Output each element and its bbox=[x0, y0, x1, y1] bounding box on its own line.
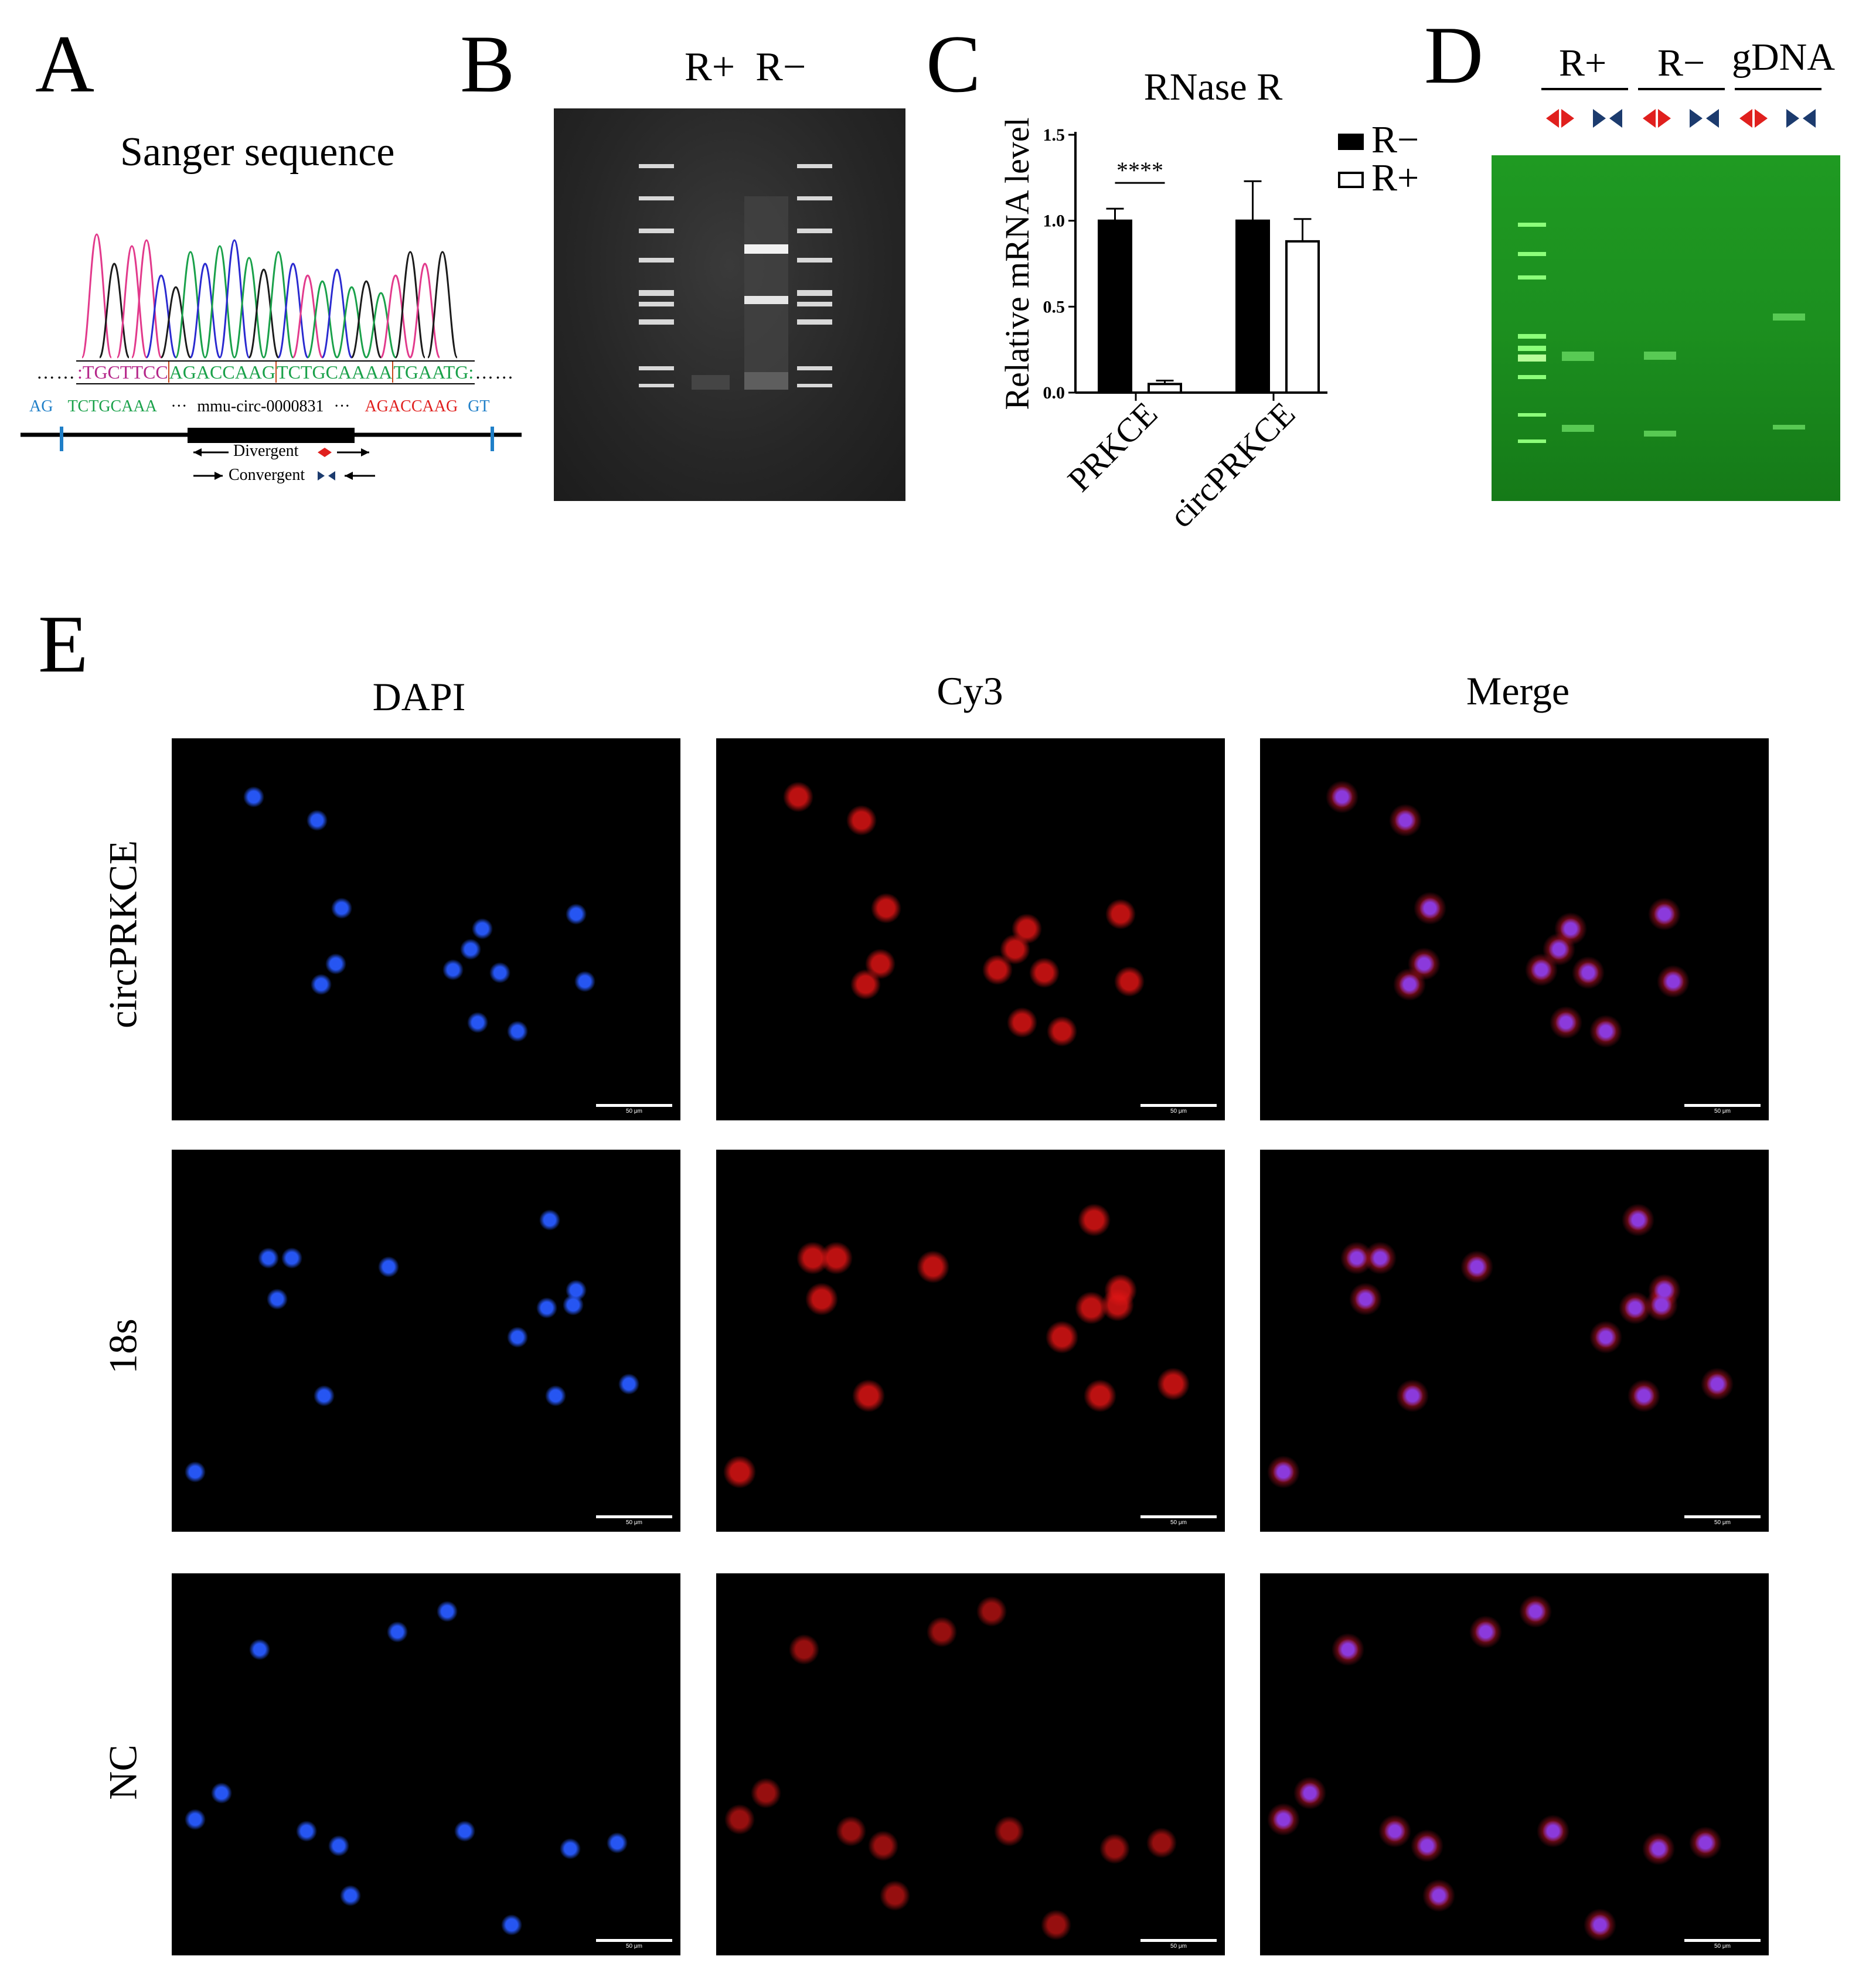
gel-d-group-gdna: gDNA bbox=[1732, 36, 1835, 79]
scale-bar: 50 μm bbox=[1684, 1939, 1761, 1950]
scale-bar-line bbox=[1140, 1939, 1217, 1942]
left-exon-seq: TCTGCAAA bbox=[67, 397, 156, 415]
scale-bar-label: 50 μm bbox=[626, 1943, 642, 1950]
scale-bar: 50 μm bbox=[1684, 1104, 1761, 1115]
bar bbox=[1098, 219, 1132, 394]
row-label-circprkce: circPRKCE bbox=[100, 840, 145, 1029]
gel-b-lane-labels: R+ R− bbox=[685, 45, 806, 90]
micrograph-dapi-row1: 50 μm bbox=[172, 738, 680, 1120]
bar bbox=[1235, 219, 1270, 394]
legend-label: R+ bbox=[1371, 156, 1419, 199]
convergent-primer-icon bbox=[1690, 109, 1719, 128]
scale-bar-label: 50 μm bbox=[1714, 1519, 1731, 1526]
seq-prefix: : bbox=[77, 362, 83, 383]
panel-d-letter: D bbox=[1424, 10, 1484, 101]
scale-bar-line bbox=[596, 1104, 672, 1107]
column-title-cy3: Cy3 bbox=[937, 669, 1003, 713]
divergent-primer-icon bbox=[1739, 109, 1768, 128]
exon-diagram bbox=[21, 427, 522, 480]
panel-b-letter: B bbox=[460, 19, 515, 110]
row-label-18s: 18s bbox=[100, 1318, 145, 1374]
micrograph-merge-row1: 50 μm bbox=[1260, 738, 1769, 1120]
legend-swatch bbox=[1338, 134, 1364, 150]
convergent-primer-icon bbox=[1786, 109, 1816, 128]
chart-title: RNase R bbox=[1144, 66, 1282, 108]
bar bbox=[1285, 240, 1320, 394]
scale-bar-label: 50 μm bbox=[626, 1108, 642, 1115]
rnase-r-bar-chart: RNase R Relative mRNA level 0.0 0.5 1.0 1.5 PR… bbox=[998, 66, 1419, 535]
seq-suffix: : bbox=[468, 362, 474, 383]
micrograph-merge-row3: 50 μm bbox=[1260, 1573, 1769, 1955]
scale-bar-label: 50 μm bbox=[1170, 1519, 1187, 1526]
sanger-title: Sanger sequence bbox=[120, 129, 395, 175]
sanger-chromatogram bbox=[81, 233, 458, 359]
scale-bar-line bbox=[1684, 1104, 1761, 1107]
scale-bar: 50 μm bbox=[596, 1515, 672, 1526]
bar bbox=[1148, 383, 1182, 394]
significance-stars: **** bbox=[1116, 157, 1163, 183]
divergent-primer-icon bbox=[1546, 109, 1574, 128]
row-label-nc: NC bbox=[100, 1744, 145, 1800]
column-title-merge: Merge bbox=[1466, 669, 1570, 713]
y-tick-label: 0.0 bbox=[1043, 383, 1065, 403]
scale-bar-label: 50 μm bbox=[1170, 1943, 1187, 1950]
right-junction: GT bbox=[468, 397, 490, 415]
micrograph-dapi-row2: 50 μm bbox=[172, 1150, 680, 1532]
legend-swatch bbox=[1338, 172, 1364, 188]
scale-bar-line bbox=[1140, 1515, 1217, 1518]
gel-d-group-r-minus: R− bbox=[1657, 42, 1705, 84]
scale-bar-line bbox=[596, 1515, 672, 1518]
seq-segment: TCTGCAAAA bbox=[275, 362, 393, 383]
sanger-sequence: :TGCTTCCAGACCAAGTCTGCAAAATGAATG: bbox=[76, 360, 475, 384]
junction-row: AG TCTGCAAA ··· mmu-circ-0000831 ··· AGA… bbox=[29, 397, 490, 415]
y-tick-label: 1.0 bbox=[1043, 212, 1065, 231]
seq-segment: AGACCAAG bbox=[168, 362, 276, 383]
micrograph-merge-row2: 50 μm bbox=[1260, 1150, 1769, 1532]
left-junction: AG bbox=[29, 397, 53, 415]
gel-d-primer-markers bbox=[1541, 88, 1821, 128]
gel-d-group-r-plus: R+ bbox=[1559, 42, 1607, 84]
sanger-sequence-line: ……:TGCTTCCAGACCAAGTCTGCAAAATGAATG:…… bbox=[36, 360, 515, 384]
micrograph-cy3-row1: 50 μm bbox=[716, 738, 1225, 1120]
scale-bar-label: 50 μm bbox=[1170, 1108, 1187, 1115]
divergent-primer-icon bbox=[1643, 109, 1671, 128]
gel-image-b bbox=[554, 108, 905, 501]
right-exon-seq: AGACCAAG bbox=[365, 397, 458, 415]
scale-bar-label: 50 μm bbox=[1714, 1943, 1731, 1950]
gel-image-d bbox=[1492, 155, 1840, 501]
scale-bar-label: 50 μm bbox=[626, 1519, 642, 1526]
y-tick-label: 1.5 bbox=[1043, 125, 1065, 145]
panel-e-letter: E bbox=[38, 599, 88, 690]
scale-bar-label: 50 μm bbox=[1714, 1108, 1731, 1115]
scale-bar-line bbox=[1684, 1515, 1761, 1518]
scale-bar: 50 μm bbox=[1140, 1939, 1217, 1950]
seq-segment: TGCTTCC bbox=[82, 362, 168, 383]
convergent-label: Convergent bbox=[229, 466, 305, 484]
x-tick-label: circPRKCE bbox=[1162, 394, 1303, 535]
micrograph-cy3-row2: 50 μm bbox=[716, 1150, 1225, 1532]
panel-c-letter: C bbox=[926, 19, 981, 110]
scale-bar: 50 μm bbox=[596, 1104, 672, 1115]
y-tick-label: 0.5 bbox=[1043, 297, 1065, 316]
circ-name: mmu-circ-0000831 bbox=[197, 397, 324, 415]
column-title-dapi: DAPI bbox=[372, 674, 466, 719]
x-tick-label: PRKCE bbox=[1060, 394, 1165, 499]
scale-bar: 50 μm bbox=[596, 1939, 672, 1950]
scale-bar-line bbox=[1684, 1939, 1761, 1942]
convergent-primer-icon bbox=[1593, 109, 1622, 128]
scale-bar-line bbox=[1140, 1104, 1217, 1107]
panel-a-letter: A bbox=[35, 19, 95, 110]
scale-bar: 50 μm bbox=[1684, 1515, 1761, 1526]
seq-segment: TGAATG bbox=[392, 362, 469, 383]
legend-label: R− bbox=[1371, 118, 1419, 161]
y-axis-label: Relative mRNA level bbox=[998, 117, 1036, 410]
scale-bar-line bbox=[596, 1939, 672, 1942]
scale-bar: 50 μm bbox=[1140, 1515, 1217, 1526]
divergent-label: Divergent bbox=[233, 442, 299, 460]
scale-bar: 50 μm bbox=[1140, 1104, 1217, 1115]
micrograph-dapi-row3: 50 μm bbox=[172, 1573, 680, 1955]
micrograph-cy3-row3: 50 μm bbox=[716, 1573, 1225, 1955]
